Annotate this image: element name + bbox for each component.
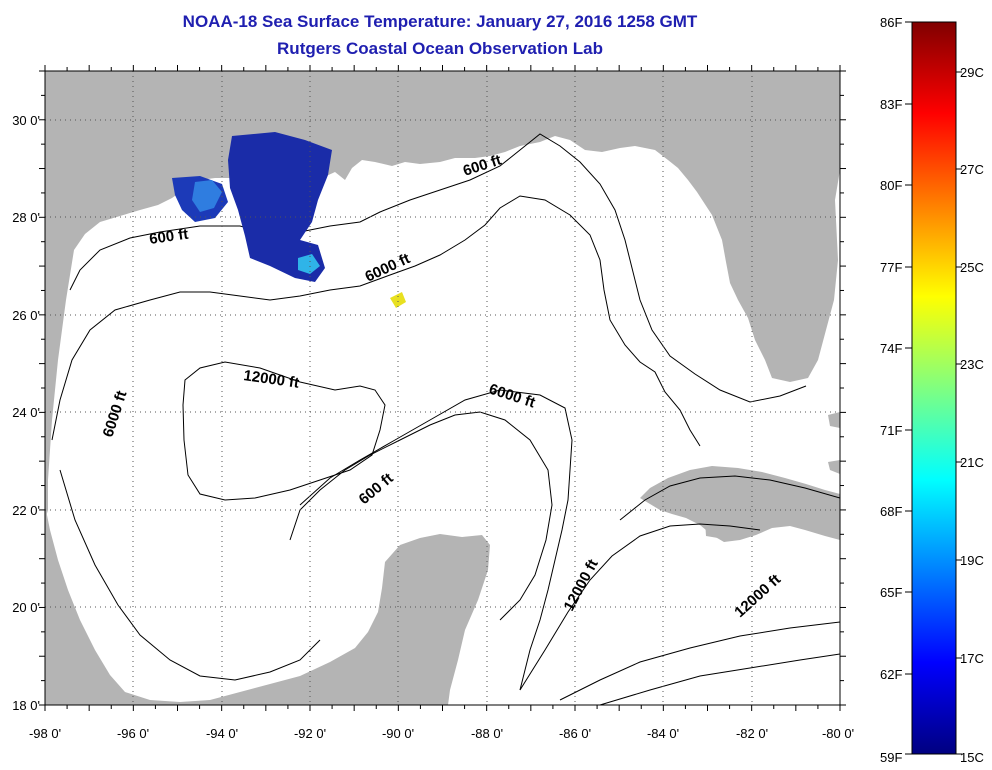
contour-label: 600 ft — [148, 226, 189, 248]
lon-tick-label: -80 0' — [822, 726, 854, 741]
contour-cuba-shelf — [619, 475, 840, 521]
sst-patch-main — [228, 132, 332, 282]
colorbar-f-label: 77F — [880, 260, 902, 275]
sst-patch-cyan — [298, 254, 320, 274]
lon-tick-label: -82 0' — [736, 726, 768, 741]
island — [828, 412, 840, 428]
lon-tick-label: -88 0' — [471, 726, 503, 741]
sst-colorbar — [911, 21, 957, 755]
graticule — [45, 71, 840, 705]
colorbar-f-label: 62F — [880, 667, 902, 682]
colorbar-f-label: 86F — [880, 15, 902, 30]
colorbar-f-label: 68F — [880, 504, 902, 519]
colorbar-c-label: 27C — [960, 162, 984, 177]
lon-tick-label: -84 0' — [647, 726, 679, 741]
sst-data-patches — [172, 132, 406, 308]
map-title: NOAA-18 Sea Surface Temperature: January… — [182, 12, 698, 31]
lon-tick-label: -90 0' — [382, 726, 414, 741]
island — [828, 460, 840, 474]
contour-12000ft-caribbean — [519, 523, 761, 691]
us-coast-land — [45, 71, 840, 520]
lon-tick-label: -96 0' — [117, 726, 149, 741]
contour-caribbean-south — [559, 621, 840, 701]
sst-patch-yellow — [390, 292, 406, 308]
colorbar-c-label: 25C — [960, 260, 984, 275]
colorbar-f-label: 65F — [880, 585, 902, 600]
lat-tick-label: 20 0' — [12, 600, 40, 615]
island — [705, 518, 724, 538]
lon-tick-label: -94 0' — [206, 726, 238, 741]
lon-tick-label: -92 0' — [294, 726, 326, 741]
mexico-land — [45, 505, 490, 705]
lat-tick-label: 28 0' — [12, 210, 40, 225]
colorbar-f-label: 59F — [880, 750, 902, 765]
lon-tick-label: -98 0' — [29, 726, 61, 741]
contour-6000ft-central — [299, 389, 573, 691]
colorbar-ticks — [905, 21, 962, 755]
lat-tick-label: 26 0' — [12, 308, 40, 323]
colorbar-c-label: 29C — [960, 65, 984, 80]
map-subtitle: Rutgers Coastal Ocean Observation Lab — [277, 39, 603, 58]
colorbar-f-label: 83F — [880, 97, 902, 112]
lat-tick-label: 18 0' — [12, 698, 40, 713]
contour-6000ft-north — [51, 195, 701, 447]
sst-patch-light — [192, 180, 222, 212]
colorbar-c-label: 17C — [960, 651, 984, 666]
colorbar-c-label: 23C — [960, 357, 984, 372]
lat-tick-label: 30 0' — [12, 113, 40, 128]
colorbar-f-label: 80F — [880, 178, 902, 193]
colorbar-c-label: 21C — [960, 455, 984, 470]
contour-6000ft-west — [59, 469, 321, 681]
colorbar-f-label: 71F — [880, 423, 902, 438]
colorbar-c-label: 15C — [960, 750, 984, 765]
lat-tick-label: 22 0' — [12, 503, 40, 518]
contour-caribbean-south2 — [599, 653, 840, 705]
contour-600ft-north — [69, 133, 807, 403]
contour-12000ft-inner — [182, 361, 386, 501]
colorbar-f-label: 74F — [880, 341, 902, 356]
lat-tick-label: 24 0' — [12, 405, 40, 420]
lon-tick-label: -86 0' — [559, 726, 591, 741]
colorbar-c-label: 19C — [960, 553, 984, 568]
